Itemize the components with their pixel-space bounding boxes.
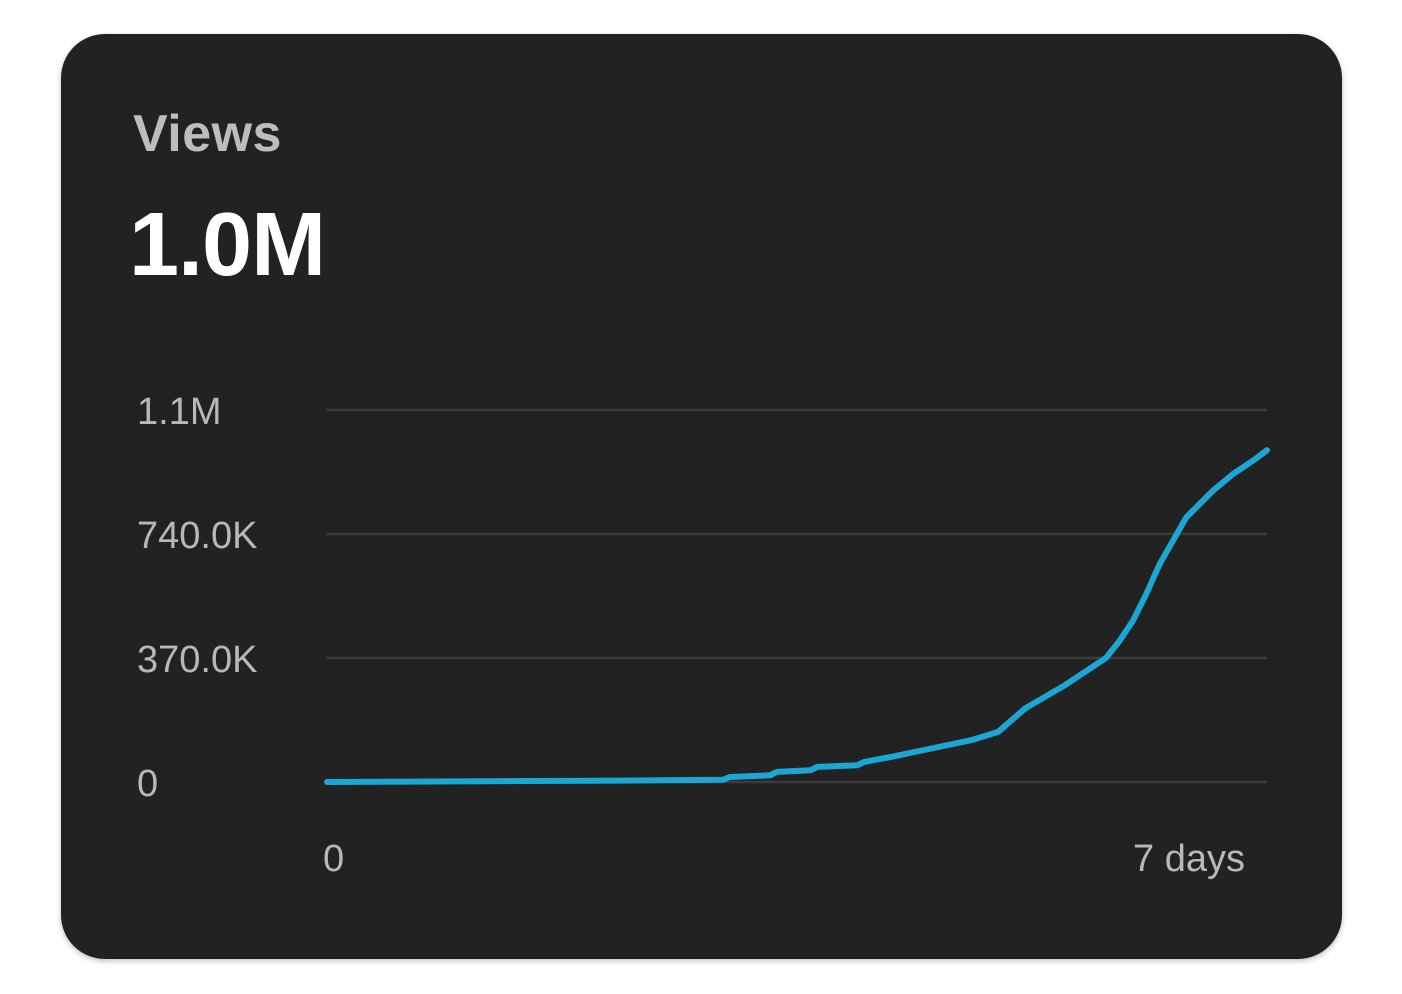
x-tick-label: 7 days: [1133, 838, 1245, 880]
views-card: Views 1.0M 0 370.0K 740.0K 1.1M 0 7 days: [61, 34, 1342, 959]
series-line: [324, 447, 1270, 785]
y-axis-ticks: 0 370.0K 740.0K 1.1M: [137, 391, 257, 805]
card-title: Views: [133, 105, 282, 163]
y-tick-label: 370.0K: [137, 639, 257, 681]
metric-value: 1.0M: [129, 195, 326, 295]
y-tick-label: 0: [137, 763, 158, 805]
x-tick-label: 0: [323, 838, 344, 880]
views-line-chart: 0 370.0K 740.0K 1.1M 0 7 days: [137, 391, 1270, 880]
x-axis-ticks: 0 7 days: [323, 838, 1245, 880]
grid-lines: [327, 408, 1267, 784]
y-tick-label: 1.1M: [137, 391, 221, 433]
series-layer: [324, 447, 1270, 785]
y-tick-label: 740.0K: [137, 515, 257, 557]
